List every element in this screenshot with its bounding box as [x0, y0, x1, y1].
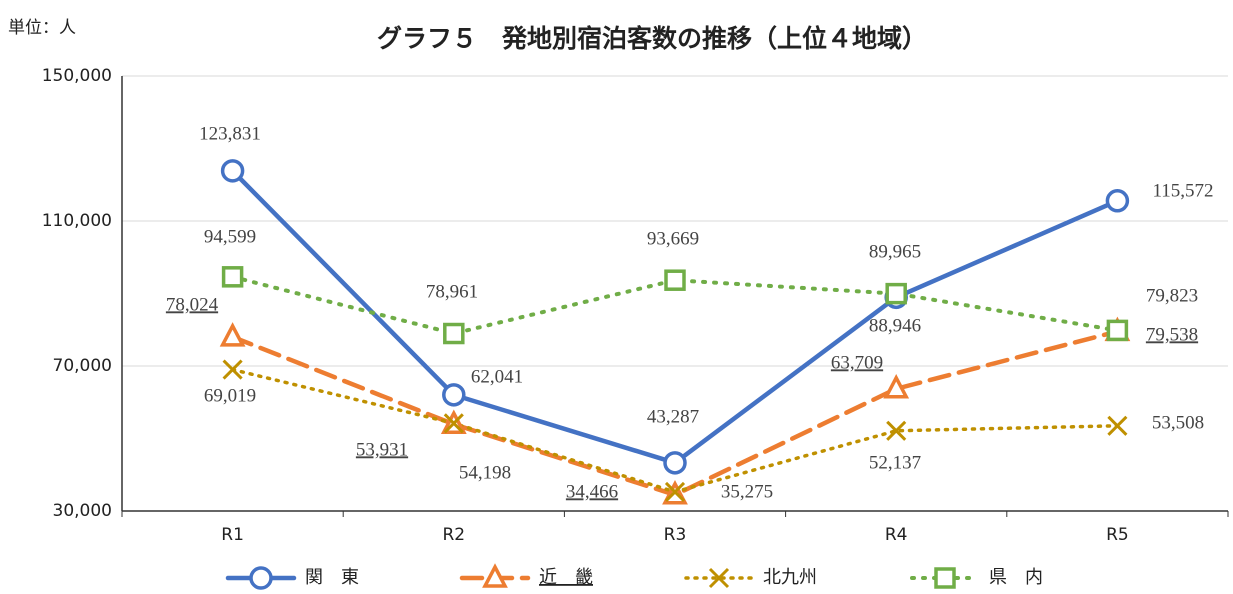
chart-title: グラフ５ 発地別宿泊客数の推移（上位４地域） [377, 24, 927, 53]
data-label: 54,198 [459, 462, 511, 483]
marker [249, 566, 273, 590]
marker [221, 266, 244, 288]
legend-item: 県 内 [910, 567, 1043, 589]
data-label: 94,599 [204, 226, 256, 247]
marker [885, 282, 907, 305]
legend-label: 県 内 [989, 567, 1043, 588]
marker [482, 563, 508, 588]
legend-label: 関 東 [305, 567, 359, 588]
data-label: 53,931 [356, 439, 408, 460]
legend-item: 北九州 [684, 567, 817, 589]
marker [1107, 415, 1128, 436]
data-label: 88,946 [869, 315, 921, 336]
data-label: 53,508 [1152, 412, 1204, 433]
data-label: 78,961 [426, 281, 478, 302]
marker [886, 420, 907, 441]
data-label: 115,572 [1152, 180, 1213, 201]
marker [934, 567, 956, 589]
data-label: 79,538 [1146, 324, 1198, 345]
marker [222, 359, 243, 380]
data-label: 52,137 [869, 452, 921, 473]
legend-item: 関 東 [225, 566, 359, 590]
data-label: 62,041 [471, 366, 523, 387]
y-tick-label: 30,000 [53, 501, 112, 521]
marker [219, 322, 246, 347]
x-tick-label: R2 [442, 525, 465, 545]
data-label: 123,831 [199, 123, 261, 144]
x-tick-label: R3 [664, 525, 687, 545]
marker [1106, 319, 1129, 342]
y-tick-label: 70,000 [53, 356, 112, 376]
data-label: 43,287 [647, 406, 699, 427]
data-label: 63,709 [831, 352, 883, 373]
legend-label: 北九州 [763, 567, 817, 588]
marker [883, 374, 910, 399]
marker [220, 159, 245, 183]
marker [1105, 189, 1130, 213]
data-label: 78,024 [166, 294, 219, 315]
data-label: 69,019 [204, 385, 256, 406]
data-label: 35,275 [721, 481, 773, 502]
series-line [230, 274, 1120, 336]
x-tick-label: R4 [885, 525, 908, 545]
y-tick-label: 110,000 [42, 211, 112, 231]
legend-label: 近 畿 [539, 567, 593, 588]
x-tick-label: R5 [1106, 525, 1129, 545]
marker [664, 481, 686, 502]
data-label: 89,965 [869, 241, 921, 262]
data-label: 79,823 [1146, 285, 1198, 306]
data-label: 34,466 [566, 481, 618, 502]
y-tick-label: 150,000 [42, 66, 112, 86]
marker [663, 451, 687, 475]
x-tick-label: R1 [221, 525, 244, 545]
data-label: 93,669 [647, 228, 699, 249]
marker [664, 269, 686, 291]
marker [443, 322, 465, 345]
marker [442, 383, 466, 407]
unit-label: 単位：人 [8, 18, 76, 38]
marker [443, 413, 464, 434]
marker [708, 567, 730, 589]
legend-item: 近 畿 [459, 563, 593, 588]
